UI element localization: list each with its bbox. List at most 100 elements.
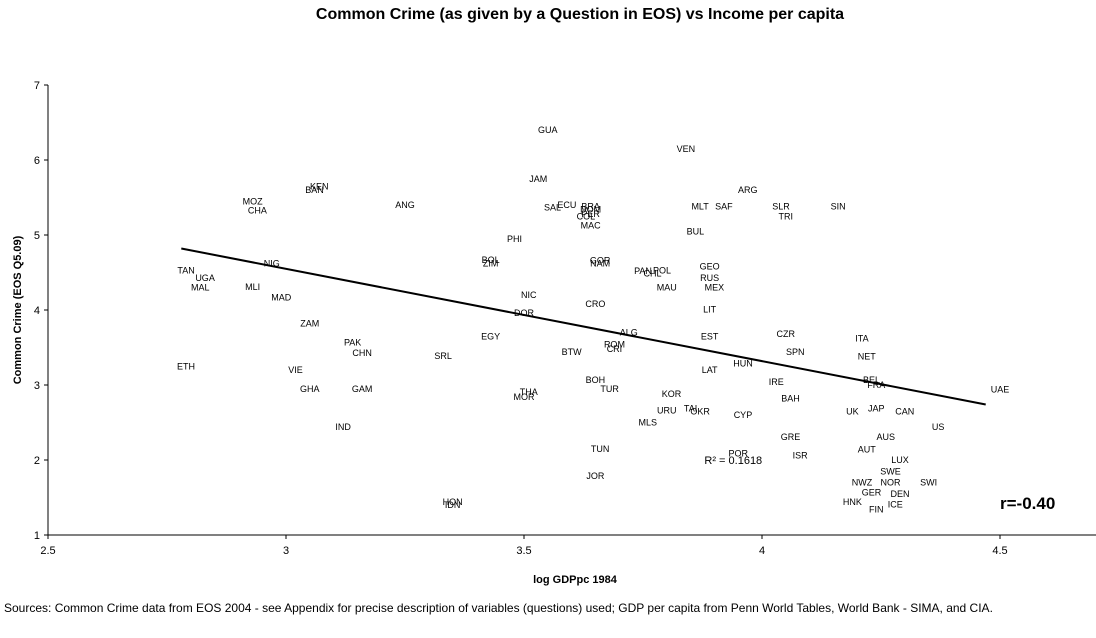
data-point-label: MLI xyxy=(245,282,260,292)
data-point-label: PHI xyxy=(507,234,522,244)
data-point-label: UK xyxy=(846,406,859,416)
data-point-label: JAM xyxy=(529,174,547,184)
data-point-label: MOZ xyxy=(243,196,263,206)
data-point-label: BOH xyxy=(586,375,606,385)
data-point-label: HUN xyxy=(733,358,753,368)
axes: 1 2 3 4 5 6 7 2.5 3 3.5 4 4.5 xyxy=(34,80,1096,557)
data-point-label: DOR xyxy=(514,308,535,318)
y-tick-label: 2 xyxy=(34,455,40,467)
data-point-label: CRI xyxy=(607,344,623,354)
y-tick-label: 3 xyxy=(34,380,40,392)
data-point-label: SLR xyxy=(772,202,790,212)
data-point-label: ALG xyxy=(620,328,638,338)
data-point-label: ARG xyxy=(738,185,758,195)
data-point-label: POR xyxy=(728,448,748,458)
data-point-label: NAM xyxy=(590,259,610,269)
data-point-label: COL xyxy=(577,211,596,221)
y-axis-title: Common Crime (EOS Q5.09) xyxy=(12,235,24,384)
chart-title: Common Crime (as given by a Question in … xyxy=(315,6,845,23)
data-point-label: US xyxy=(932,422,945,432)
data-point-label: GER xyxy=(862,487,882,497)
y-tick-label: 7 xyxy=(34,80,40,92)
data-point-label: ITA xyxy=(855,334,868,344)
data-point-label: SWI xyxy=(920,478,937,488)
data-point-label: GUA xyxy=(538,125,558,135)
data-point-label: PER xyxy=(581,209,600,219)
data-point-label: SWE xyxy=(880,466,901,476)
data-point-label: MAU xyxy=(657,283,677,293)
data-point-label: ANG xyxy=(395,200,415,210)
data-point-label: NOR xyxy=(881,478,902,488)
data-point-label: ICE xyxy=(888,499,903,509)
data-point-label: CYP xyxy=(734,410,753,420)
data-point-label: BUL xyxy=(687,226,705,236)
data-point-label: POL xyxy=(653,265,671,275)
data-point-label: GRE xyxy=(781,432,801,442)
data-point-label: KOR xyxy=(662,389,682,399)
data-point-label: TAI xyxy=(684,403,697,413)
data-point-label: VIE xyxy=(288,365,303,375)
data-point-label: RUS xyxy=(700,273,719,283)
data-point-label: MAC xyxy=(581,220,602,230)
data-point-label: LIT xyxy=(703,304,717,314)
data-point-label: AUT xyxy=(858,445,877,455)
data-point-label: ZAM xyxy=(300,319,319,329)
x-tick-label: 4 xyxy=(759,545,765,557)
data-point-label: URU xyxy=(657,406,677,416)
data-point-label: TUR xyxy=(600,384,619,394)
data-point-label: DEN xyxy=(891,489,910,499)
data-point-label: MEX xyxy=(705,283,725,293)
data-point-label: MAL xyxy=(191,283,210,293)
data-point-label: TRI xyxy=(779,211,794,221)
data-point-label: HNK xyxy=(843,497,862,507)
data-point-label: NIC xyxy=(521,290,537,300)
data-point-label: BEL xyxy=(863,375,880,385)
data-point-label: CRO xyxy=(585,299,605,309)
y-tick-label: 4 xyxy=(34,305,40,317)
y-tick-label: 1 xyxy=(34,530,40,542)
y-tick-label: 5 xyxy=(34,230,40,242)
data-point-label: GOR xyxy=(590,256,611,266)
data-point-label: OKR xyxy=(690,406,710,416)
data-point-label: BAH xyxy=(781,394,800,404)
data-point-label: THA xyxy=(520,387,538,397)
data-point-label: BAN xyxy=(305,185,324,195)
data-point-label: BOL xyxy=(482,255,500,265)
data-point-label: SAF xyxy=(715,202,733,212)
x-tick-label: 3 xyxy=(283,545,289,557)
data-point-label: MLT xyxy=(691,202,709,212)
data-point-label: JOR xyxy=(586,471,605,481)
data-point-label: BRA xyxy=(581,202,600,212)
data-point-label: SRL xyxy=(434,351,452,361)
data-point-label: SIN xyxy=(831,202,846,212)
data-point-label: IND xyxy=(335,422,351,432)
data-point-label: MAD xyxy=(271,292,292,302)
data-point-label: CHN xyxy=(352,348,372,358)
data-point-label: CZR xyxy=(777,329,796,339)
data-point-label: BTW xyxy=(562,347,583,357)
data-point-label: UGA xyxy=(195,273,215,283)
data-point-label: IRE xyxy=(769,377,784,387)
data-point-label: NET xyxy=(858,352,877,362)
data-point-label: TUN xyxy=(591,444,610,454)
data-point-label: GHA xyxy=(300,384,320,394)
y-tick-label: 6 xyxy=(34,155,40,167)
data-point-label: NIG xyxy=(264,259,280,269)
data-point-label: LAT xyxy=(702,365,718,375)
source-note: Sources: Common Crime data from EOS 2004… xyxy=(4,601,993,615)
data-point-label: VEN xyxy=(677,144,696,154)
x-tick-label: 2.5 xyxy=(40,545,55,557)
data-point-label: DOM xyxy=(580,205,601,215)
data-point-label: ROM xyxy=(604,340,625,350)
data-point-label: HON xyxy=(443,497,463,507)
data-point-label: CHA xyxy=(248,205,267,215)
data-point-label: PAK xyxy=(344,337,361,347)
data-point-label: CAN xyxy=(895,406,914,416)
x-tick-label: 4.5 xyxy=(992,545,1007,557)
data-point-label: NWZ xyxy=(852,478,873,488)
data-point-label: UAE xyxy=(991,385,1010,395)
data-point-label: AUS xyxy=(877,432,896,442)
correlation-label: r=-0.40 xyxy=(1000,494,1056,513)
